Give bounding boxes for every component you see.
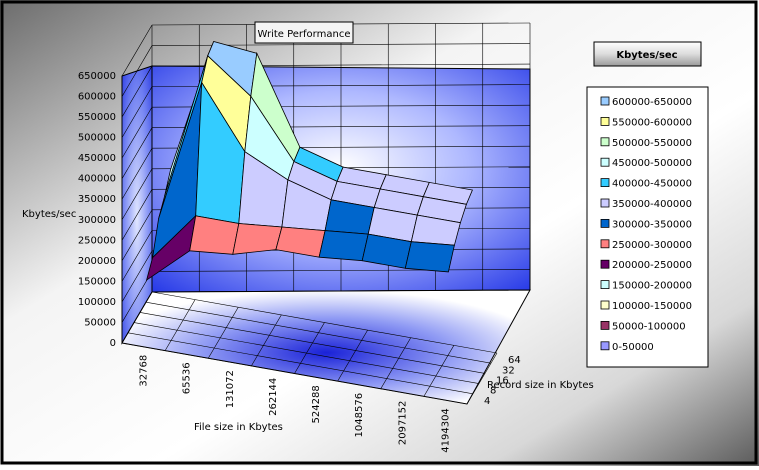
- legend-label: 500000-550000: [612, 138, 692, 149]
- grid-line-left: [121, 65, 153, 118]
- grid-line-left: [121, 230, 153, 282]
- y-tick-label: 50000: [84, 317, 116, 328]
- legend-label: 400000-450000: [612, 179, 692, 190]
- surface-patch: [232, 223, 283, 255]
- grid-line-floor: [127, 332, 474, 395]
- legend-label: 150000-200000: [612, 281, 692, 292]
- legend-label: 450000-500000: [612, 158, 692, 169]
- legend-label: 600000-650000: [612, 97, 692, 108]
- grid-line-left: [121, 24, 153, 77]
- depth-axis-title: Record size in Kbytes: [487, 380, 594, 391]
- x-tick-label: 524288: [311, 385, 322, 423]
- grid-line-left: [121, 86, 153, 138]
- legend-title-box: Kbytes/sec: [593, 41, 702, 67]
- grid-line-left: [121, 189, 153, 241]
- legend-swatch: [600, 300, 610, 310]
- legend-swatch: [600, 341, 610, 351]
- legend-swatch: [600, 96, 610, 106]
- x-tick-label: 1048576: [354, 393, 365, 438]
- grid-line-left: [121, 168, 153, 220]
- y-tick-label: 450000: [78, 153, 116, 164]
- y-tick-label: 0: [110, 338, 116, 349]
- depth-tick-label: 4: [484, 396, 490, 407]
- x-tick-label: 32768: [139, 355, 150, 387]
- depth-tick-label: 32: [502, 365, 515, 376]
- legend-title: Kbytes/sec: [616, 50, 677, 61]
- legend-swatch: [600, 198, 610, 208]
- grid-line-floor: [139, 312, 486, 374]
- legend-label: 50000-100000: [612, 321, 686, 332]
- y-axis-title: Kbytes/sec: [22, 209, 76, 220]
- legend-label: 100000-150000: [612, 301, 692, 312]
- legend-swatch: [600, 117, 610, 126]
- grid-line-left: [121, 250, 153, 303]
- y-tick-label: 300000: [78, 215, 116, 226]
- surface-patch: [318, 230, 369, 262]
- legend-swatch: [600, 157, 610, 167]
- legend-label: 300000-350000: [612, 219, 692, 230]
- x-tick-label: 65536: [182, 362, 193, 394]
- x-tick-label: 4194304: [440, 408, 451, 453]
- axes: 0 50000 100000 150000 200000 250000 300000 3500…: [78, 71, 521, 453]
- x-tick-label: 262144: [268, 378, 279, 416]
- grid-line-floor: [207, 307, 239, 359]
- y-tick-label: 150000: [78, 276, 116, 287]
- y-tick-label: 500000: [78, 133, 116, 144]
- grid-line-floor: [133, 322, 480, 384]
- x-axis-title: File size in Kbytes: [194, 422, 283, 433]
- y-tick-label: 400000: [78, 174, 116, 185]
- y-tick-label: 600000: [78, 92, 116, 103]
- grid-line-floor: [294, 322, 325, 374]
- y-tick-label: 100000: [78, 297, 116, 308]
- grid-line-left: [121, 148, 153, 200]
- legend-swatch: [600, 178, 610, 188]
- chart-title-box: Write Performance: [254, 21, 354, 44]
- depth-tick-label: 8: [490, 386, 496, 397]
- legend-label: 200000-250000: [612, 260, 692, 271]
- legend-label: 250000-300000: [612, 240, 692, 251]
- legend-swatch: [600, 320, 610, 330]
- y-tick-label: 250000: [78, 235, 116, 246]
- grid-line-left: [121, 209, 153, 261]
- grid-line-floor: [251, 314, 282, 367]
- grid-line-floor: [423, 345, 455, 397]
- grid-line-left: [121, 107, 153, 159]
- grid-line-floor: [164, 299, 196, 351]
- surface: [145, 41, 473, 282]
- legend-swatch: [600, 137, 610, 147]
- legend-swatch: [600, 218, 610, 228]
- y-tick-label: 550000: [78, 112, 116, 123]
- depth-tick-label: 64: [508, 355, 521, 366]
- legend-swatch: [600, 259, 610, 269]
- x-tick-label: 131072: [225, 370, 236, 408]
- y-tick-label: 350000: [78, 194, 116, 205]
- depth-tick-label: 16: [496, 376, 509, 387]
- grid-line-floor: [151, 291, 498, 354]
- surface-patch: [404, 241, 455, 273]
- grid-line-floor: [380, 337, 412, 389]
- y-tick-label: 200000: [78, 256, 116, 267]
- legend-swatch: [600, 239, 610, 249]
- legend-label: 350000-400000: [612, 199, 692, 210]
- grid-line-floor: [121, 291, 153, 344]
- chart-title: Write Performance: [258, 29, 351, 40]
- grid-line-left: [121, 127, 153, 179]
- legend-label: 550000-600000: [612, 117, 692, 128]
- legend: 600000-650000 550000-600000 500000-550000 4…: [586, 86, 709, 368]
- grid-line-left: [121, 45, 153, 97]
- legend-label: 0-50000: [612, 342, 654, 353]
- grid-line-floor: [466, 352, 498, 405]
- grid-line-floor: [337, 329, 368, 382]
- legend-swatch: [600, 280, 610, 290]
- x-tick-label: 2097152: [397, 401, 408, 446]
- y-tick-label: 650000: [78, 71, 116, 82]
- grid-line-floor: [145, 301, 492, 364]
- grid-line-floor: [121, 342, 468, 405]
